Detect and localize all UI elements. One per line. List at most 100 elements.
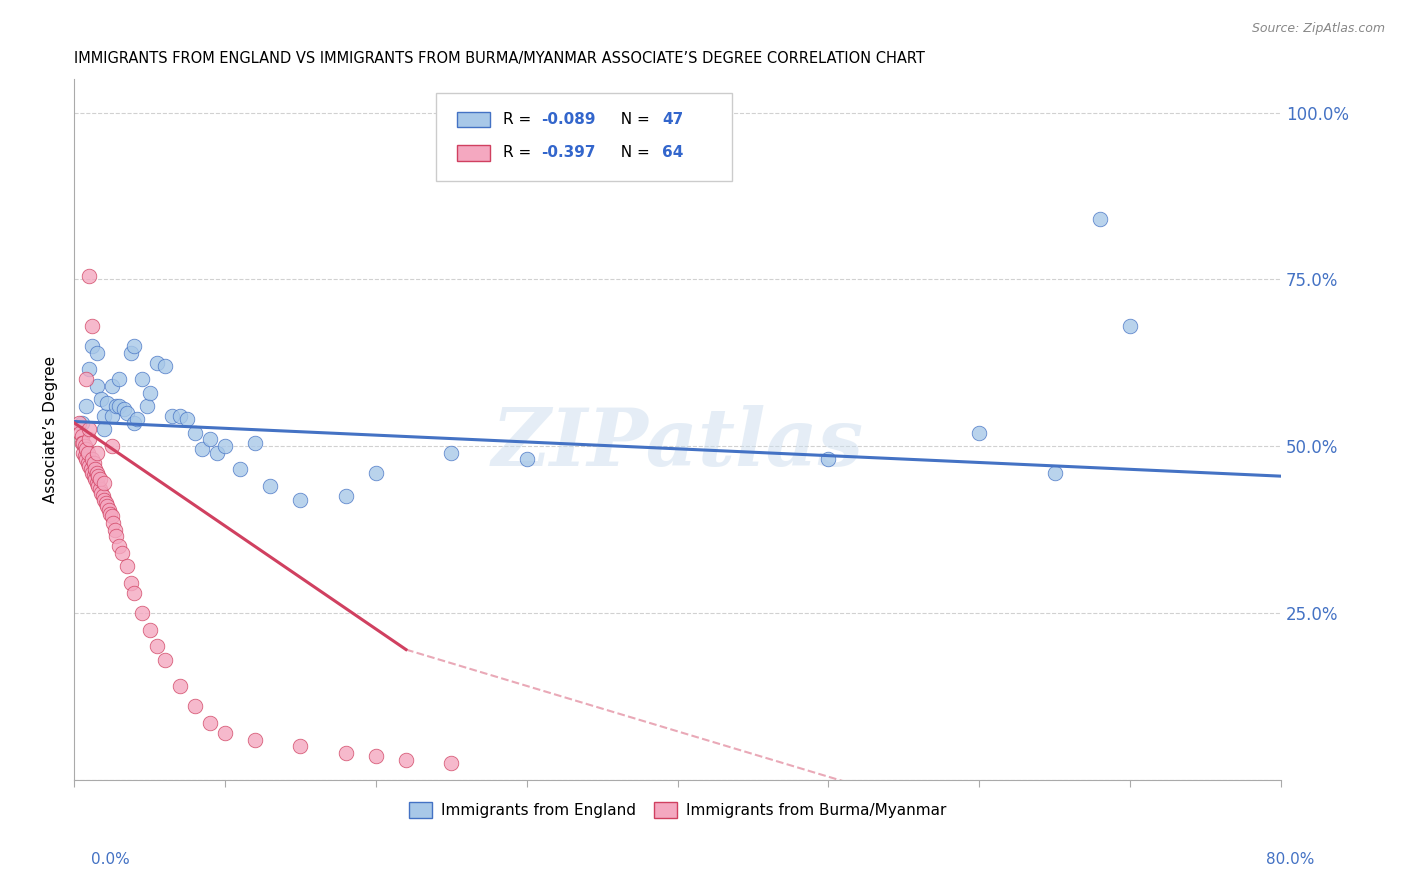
Point (124, 339, 146, 353)
Point (138, 385, 160, 400)
Point (73, 439, 96, 453)
Point (86, 345, 108, 359)
Point (77, 269, 100, 284)
Point (184, 699, 207, 714)
Point (259, 479, 281, 493)
Point (87, 469, 110, 483)
Point (184, 425, 207, 440)
Point (120, 345, 142, 359)
Point (364, 749, 387, 764)
Point (96, 396, 118, 410)
Point (198, 433, 221, 447)
Point (112, 402, 135, 417)
Point (97, 502, 120, 516)
Text: 0.0%: 0.0% (91, 852, 131, 867)
Point (75, 442, 97, 457)
Point (1043, 466, 1066, 480)
Point (96, 499, 118, 513)
Point (1088, 212, 1111, 227)
Point (98, 507, 121, 521)
FancyBboxPatch shape (457, 112, 491, 127)
Point (101, 409, 124, 424)
Point (67, 416, 90, 430)
Text: 80.0%: 80.0% (1267, 852, 1315, 867)
Text: 47: 47 (662, 112, 683, 127)
Point (243, 435, 266, 450)
Point (70, 416, 93, 430)
Point (169, 679, 191, 693)
Point (153, 652, 176, 666)
Point (1119, 319, 1142, 334)
Point (93, 409, 115, 424)
Point (290, 739, 312, 754)
Point (75, 372, 97, 386)
Point (516, 452, 538, 467)
Point (83, 469, 105, 483)
Text: -0.089: -0.089 (541, 112, 596, 127)
Point (86, 379, 108, 393)
Point (105, 529, 128, 543)
Point (207, 446, 229, 460)
Point (364, 466, 387, 480)
Point (83, 456, 105, 470)
Point (103, 516, 125, 530)
Point (101, 439, 124, 453)
Point (75, 452, 97, 467)
Point (335, 489, 357, 503)
Point (115, 406, 138, 420)
Point (75, 399, 97, 413)
Point (76, 456, 98, 470)
Point (77, 459, 100, 474)
Point (135, 399, 157, 413)
Point (91, 489, 114, 503)
Point (138, 623, 160, 637)
FancyBboxPatch shape (457, 145, 491, 161)
Text: N =: N = (612, 112, 655, 127)
Point (146, 639, 169, 653)
Point (104, 523, 127, 537)
Point (440, 756, 463, 770)
Text: Source: ZipAtlas.com: Source: ZipAtlas.com (1251, 22, 1385, 36)
Point (89, 483, 111, 497)
Point (90, 392, 112, 407)
Point (86, 475, 108, 490)
Text: N =: N = (612, 145, 655, 161)
Point (72, 435, 94, 450)
Point (124, 586, 146, 600)
Point (69, 425, 91, 440)
Point (93, 475, 115, 490)
Point (243, 732, 266, 747)
Point (191, 442, 214, 457)
Y-axis label: Associate’s Degree: Associate’s Degree (44, 356, 58, 503)
Point (76, 446, 98, 460)
Point (101, 379, 124, 393)
Text: -0.397: -0.397 (541, 145, 596, 161)
Point (82, 339, 104, 353)
Legend: Immigrants from England, Immigrants from Burma/Myanmar: Immigrants from England, Immigrants from… (402, 797, 953, 824)
Point (153, 359, 176, 373)
Point (94, 496, 117, 510)
Point (108, 399, 131, 413)
Point (93, 492, 115, 507)
Point (86, 446, 108, 460)
Text: R =: R = (502, 145, 536, 161)
Point (395, 753, 418, 767)
Point (86, 466, 108, 480)
Point (77, 433, 100, 447)
Point (967, 425, 990, 440)
Point (70, 435, 93, 450)
Point (89, 473, 111, 487)
Text: IMMIGRANTS FROM ENGLAND VS IMMIGRANTS FROM BURMA/MYANMAR ASSOCIATE’S DEGREE CORR: IMMIGRANTS FROM ENGLAND VS IMMIGRANTS FR… (75, 51, 925, 66)
Point (111, 546, 134, 560)
Point (214, 726, 236, 740)
Text: ZIPatlas: ZIPatlas (492, 405, 863, 483)
Point (440, 446, 463, 460)
Point (120, 575, 142, 590)
Point (229, 462, 252, 476)
FancyBboxPatch shape (436, 94, 733, 181)
Point (169, 409, 191, 424)
Point (108, 539, 131, 553)
Point (176, 412, 198, 426)
Point (79, 462, 101, 476)
Point (90, 486, 112, 500)
